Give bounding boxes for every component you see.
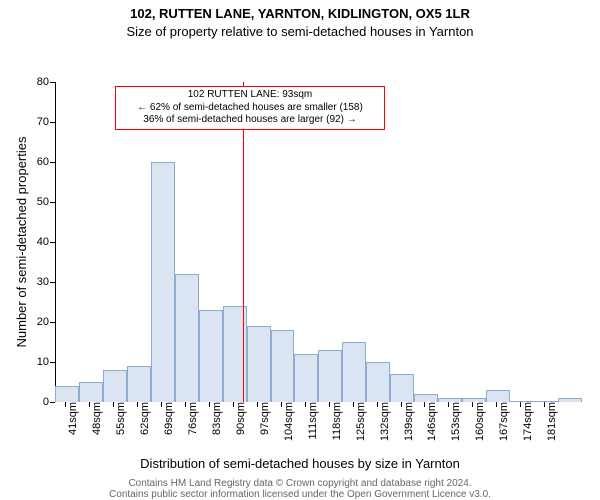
x-tick-label: 181sqm: [540, 402, 558, 441]
info-line-1: 102 RUTTEN LANE: 93sqm: [122, 89, 378, 102]
histogram-bar: [534, 401, 558, 402]
y-tick-label: 30: [37, 276, 55, 288]
x-tick-label: 83sqm: [205, 402, 223, 435]
y-tick-label: 40: [37, 236, 55, 248]
x-tick-label: 69sqm: [157, 402, 175, 435]
x-tick-label: 48sqm: [85, 402, 103, 435]
x-tick-label: 125sqm: [349, 402, 367, 441]
histogram-bar: [558, 398, 582, 402]
x-tick-label: 97sqm: [253, 402, 271, 435]
histogram-bar: [247, 326, 271, 402]
chart-subtitle: Size of property relative to semi-detach…: [0, 24, 600, 39]
info-line-3: 36% of semi-detached houses are larger (…: [122, 114, 378, 127]
chart-title: 102, RUTTEN LANE, YARNTON, KIDLINGTON, O…: [0, 6, 600, 21]
x-tick-label: 153sqm: [444, 402, 462, 441]
y-tick-label: 20: [37, 316, 55, 328]
y-axis-label: Number of semi-detached properties: [14, 82, 29, 402]
attribution-line-1: Contains HM Land Registry data © Crown c…: [128, 478, 471, 489]
histogram-bar: [510, 401, 534, 402]
y-tick-label: 80: [37, 76, 55, 88]
histogram-bar: [79, 382, 103, 402]
histogram-bar: [486, 390, 510, 402]
x-tick-label: 62sqm: [133, 402, 151, 435]
attribution: Contains HM Land Registry data © Crown c…: [0, 478, 600, 500]
x-tick-label: 104sqm: [277, 402, 295, 441]
x-tick-label: 55sqm: [109, 402, 127, 435]
plot-area: 0102030405060708041sqm48sqm55sqm62sqm69s…: [55, 82, 575, 402]
histogram-bar: [151, 162, 175, 402]
x-tick-label: 174sqm: [516, 402, 534, 441]
histogram-bar: [366, 362, 390, 402]
marker-line: [243, 82, 244, 402]
y-tick-label: 0: [43, 396, 55, 408]
histogram-bar: [175, 274, 199, 402]
info-box: 102 RUTTEN LANE: 93sqm ← 62% of semi-det…: [115, 86, 385, 130]
histogram-bar: [438, 398, 462, 402]
x-tick-label: 90sqm: [229, 402, 247, 435]
y-tick-label: 70: [37, 116, 55, 128]
histogram-bar: [390, 374, 414, 402]
histogram-bar: [342, 342, 366, 402]
x-tick-label: 111sqm: [301, 402, 319, 440]
histogram-bar: [294, 354, 318, 402]
histogram-bar: [199, 310, 223, 402]
histogram-bar: [55, 386, 79, 402]
histogram-bar: [414, 394, 438, 402]
histogram-bar: [271, 330, 295, 402]
x-tick-label: 167sqm: [492, 402, 510, 441]
info-line-2: ← 62% of semi-detached houses are smalle…: [122, 102, 378, 115]
x-tick-label: 76sqm: [181, 402, 199, 435]
x-tick-label: 139sqm: [397, 402, 415, 441]
x-tick-label: 146sqm: [420, 402, 438, 441]
y-tick-label: 60: [37, 156, 55, 168]
histogram-bar: [103, 370, 127, 402]
x-tick-label: 160sqm: [468, 402, 486, 441]
y-tick-label: 10: [37, 356, 55, 368]
x-tick-label: 41sqm: [61, 402, 79, 435]
x-tick-label: 132sqm: [373, 402, 391, 441]
histogram-bar: [462, 398, 486, 402]
histogram-bar: [318, 350, 342, 402]
y-tick-label: 50: [37, 196, 55, 208]
histogram-bar: [127, 366, 151, 402]
x-tick-label: 118sqm: [325, 402, 343, 440]
x-axis-label: Distribution of semi-detached houses by …: [0, 456, 600, 471]
chart-container: { "title": "102, RUTTEN LANE, YARNTON, K…: [0, 0, 600, 500]
attribution-line-2: Contains public sector information licen…: [109, 489, 491, 500]
